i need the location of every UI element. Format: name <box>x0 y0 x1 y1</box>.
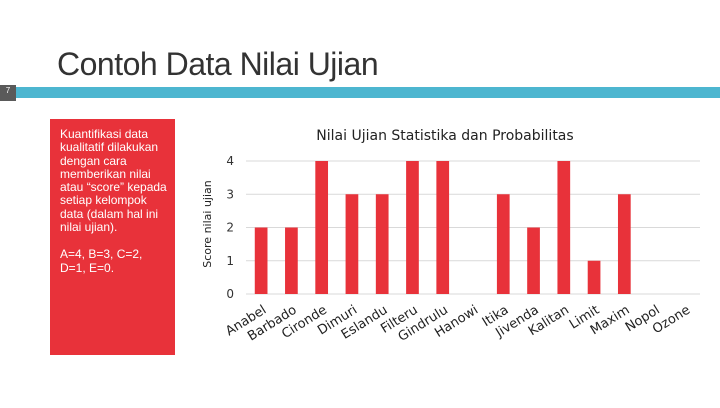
bar <box>436 161 450 294</box>
y-tick-label: 2 <box>226 221 234 235</box>
title-rule <box>16 87 720 98</box>
description-paragraph: Kuantifikasi data kualitatif dilakukan d… <box>60 127 167 235</box>
bar-chart: Nilai Ujian Statistika dan Probabilitas … <box>201 128 700 345</box>
bar <box>315 161 329 294</box>
slide-number-box <box>0 85 16 101</box>
slide-title: Contoh Data Nilai Ujian <box>57 46 379 82</box>
chart-title: Nilai Ujian Statistika dan Probabilitas <box>316 128 573 144</box>
bar <box>587 260 601 294</box>
bar <box>617 194 631 294</box>
description-text: Kuantifikasi data kualitatif dilakukan d… <box>60 127 168 275</box>
bar <box>406 161 419 294</box>
bar <box>527 227 540 294</box>
bar <box>496 194 510 294</box>
y-tick-label: 3 <box>226 187 234 201</box>
y-tick-label: 1 <box>226 254 234 268</box>
bar <box>557 161 571 294</box>
description-panel <box>50 119 175 355</box>
slide-number: 7 <box>5 86 11 95</box>
bar <box>285 227 298 294</box>
y-axis-label: Score nilai ujian <box>201 180 214 268</box>
bar <box>345 194 359 294</box>
y-tick-label: 4 <box>226 154 234 168</box>
score-mapping: A=4, B=3, C=2, D=1, E=0. <box>60 247 143 275</box>
y-tick-label: 0 <box>226 287 234 301</box>
bar <box>254 227 268 294</box>
bar <box>375 194 389 294</box>
